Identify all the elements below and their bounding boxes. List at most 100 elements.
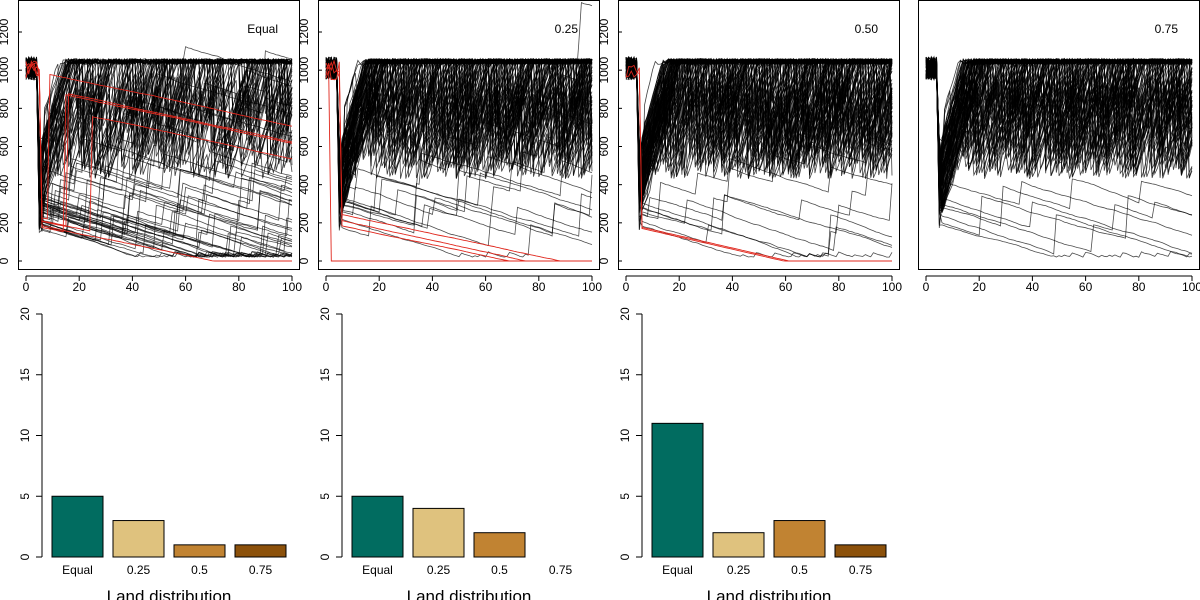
- x-tick-label: 60: [1079, 280, 1093, 294]
- x-tick-label: 100: [1182, 280, 1200, 294]
- series-line: [625, 57, 893, 197]
- y-tick-label: 1200: [297, 18, 311, 45]
- series-line: [925, 62, 1193, 258]
- y-tick-label: 800: [597, 98, 611, 118]
- bar-category-label: 0.5: [491, 563, 508, 577]
- series-line-red: [25, 61, 293, 233]
- y-tick-label: 400: [297, 174, 311, 194]
- series-line: [25, 55, 293, 205]
- x-tick-label: 100: [282, 280, 302, 294]
- series-line: [625, 58, 893, 178]
- series-line: [325, 58, 593, 204]
- series-line: [625, 57, 893, 170]
- line-panel: 020406080100020040060080010001200Equal: [0, 0, 302, 294]
- x-tick-label: 40: [426, 280, 440, 294]
- series-line: [925, 58, 1193, 179]
- series-line: [925, 61, 1193, 254]
- x-tick-label: 40: [126, 280, 140, 294]
- series-line: [325, 64, 593, 258]
- x-tick-label: 100: [582, 280, 602, 294]
- bar-category-label: Equal: [362, 563, 393, 577]
- series-line: [25, 58, 293, 170]
- y-axis: 0 5 10 15 20: [318, 307, 343, 560]
- y-tick-label: 15: [318, 368, 332, 382]
- y-tick-label: 0: [597, 257, 611, 264]
- x-axis: 0 20 40 60 80 100: [923, 275, 1200, 294]
- series-line: [25, 60, 293, 227]
- series-line: [25, 60, 293, 258]
- x-tick-label: 0: [923, 280, 930, 294]
- y-tick-label: 200: [597, 213, 611, 233]
- x-axis-label: Land distribution: [407, 587, 532, 600]
- series-line: [25, 57, 293, 231]
- bar: [351, 495, 404, 558]
- bar: [173, 544, 226, 558]
- y-tick-label: 1000: [597, 56, 611, 83]
- y-axis: 0 200 400 600 800 1000 1200: [297, 18, 322, 264]
- x-tick-label: 40: [726, 280, 740, 294]
- series-line: [25, 61, 293, 258]
- series-line: [625, 58, 893, 187]
- bar-category-label: Equal: [62, 563, 93, 577]
- series-line: [925, 58, 1193, 258]
- y-tick-label: 5: [618, 493, 632, 500]
- y-axis: 0 200 400 600 800 1000 1200: [597, 18, 622, 264]
- y-tick-label: 15: [618, 368, 632, 382]
- series-line: [25, 60, 293, 247]
- series-line: [625, 57, 893, 188]
- y-tick-label: 0: [318, 553, 332, 560]
- panel-label: Equal: [247, 22, 278, 36]
- x-axis: 0 20 40 60 80 100: [323, 275, 602, 294]
- y-tick-label: 200: [297, 213, 311, 233]
- y-tick-label: 600: [597, 136, 611, 156]
- series-line-red: [625, 67, 892, 262]
- bar: [51, 495, 104, 558]
- series-line: [625, 65, 893, 251]
- x-axis-label: Land distribution: [107, 587, 232, 600]
- series-line: [925, 58, 1193, 200]
- y-tick-label: 600: [297, 136, 311, 156]
- x-tick-label: 80: [232, 280, 246, 294]
- y-tick-label: 800: [0, 98, 11, 118]
- y-tick-label: 10: [18, 429, 32, 443]
- y-axis: 0 5 10 15 20: [618, 307, 643, 560]
- bar: [412, 507, 465, 558]
- series-line: [625, 57, 893, 172]
- y-tick-label: 0: [18, 553, 32, 560]
- series-line: [25, 56, 293, 229]
- series-line: [925, 58, 1193, 253]
- series-line: [925, 58, 1193, 184]
- series-line: [325, 66, 593, 237]
- bar-panel: 0 5 10 15 20 Equal 0.25 0.5 0.75 Land distributio…: [18, 307, 287, 600]
- x-tick-label: 20: [973, 280, 987, 294]
- y-tick-label: 400: [0, 174, 11, 194]
- series-line: [925, 56, 1193, 194]
- bar-category-label: 0.25: [727, 563, 751, 577]
- x-tick-label: 40: [1026, 280, 1040, 294]
- bar: [651, 422, 704, 558]
- series-line: [25, 60, 293, 246]
- x-tick-label: 0: [623, 280, 630, 294]
- x-tick-label: 80: [532, 280, 546, 294]
- series-line-red: [325, 61, 592, 262]
- bar-panel: 0 5 10 15 20 Equal 0.25 0.5 0.75 Land distributio…: [318, 307, 573, 600]
- series-line: [25, 60, 293, 258]
- panel-label: 0.75: [1155, 22, 1179, 36]
- y-tick-label: 1000: [0, 56, 11, 83]
- series-line: [325, 56, 593, 237]
- series-line: [926, 69, 1193, 227]
- series-line-red: [25, 62, 293, 232]
- series-line: [625, 58, 893, 180]
- bar: [473, 532, 526, 558]
- x-axis: 0 20 40 60 80 100: [23, 275, 302, 294]
- trajectories: [625, 55, 893, 262]
- series-line-red: [25, 60, 293, 220]
- y-tick-label: 5: [18, 493, 32, 500]
- bar-category-label: 0.75: [849, 563, 873, 577]
- series-line: [625, 60, 893, 235]
- series-line: [25, 58, 293, 188]
- bar: [834, 544, 887, 558]
- bar: [773, 520, 826, 558]
- series-line: [925, 60, 1193, 236]
